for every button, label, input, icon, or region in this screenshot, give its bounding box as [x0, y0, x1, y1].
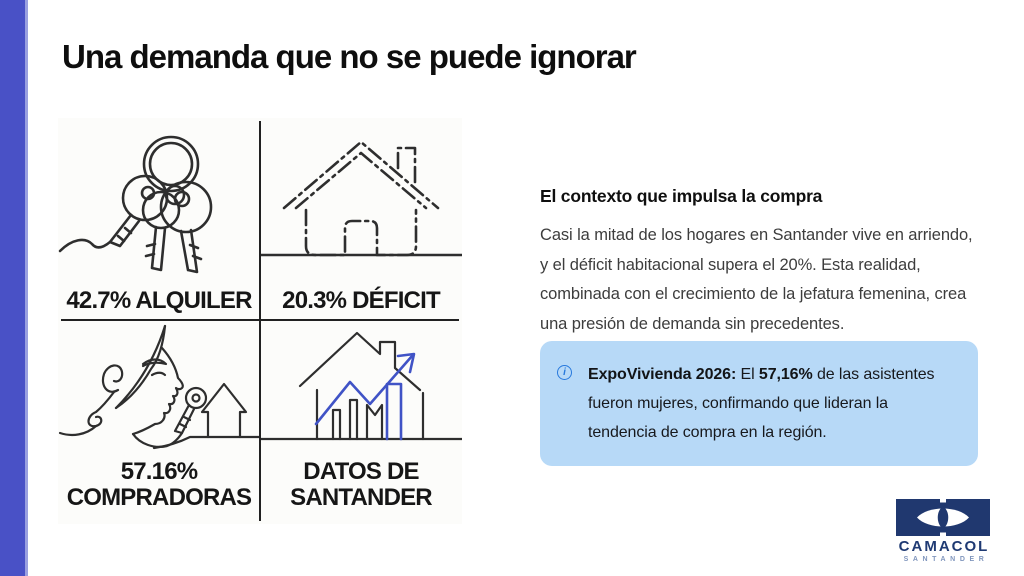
keys-icon: [58, 135, 213, 274]
camacol-logo-mark: [896, 499, 990, 536]
camacol-logo: CAMACOL SANTANDER: [896, 499, 992, 563]
info-icon: i: [557, 365, 572, 380]
callout-bold-stat: 57,16%: [758, 366, 813, 383]
stat-label-compradoras: 57.16% COMPRADORAS: [66, 458, 252, 511]
callout-text: ExpoVivienda 2026: El 57,16% de las asis…: [588, 366, 935, 441]
stat-label-alquiler: 42.7% ALQUILER: [66, 287, 252, 314]
dashed-house-icon: [260, 140, 462, 257]
stat-label-datos: DATOS DE SANTANDER: [290, 458, 432, 511]
grid-horizontal-divider: [61, 319, 459, 321]
grid-vertical-divider: [259, 121, 261, 521]
logo-name: CAMACOL: [898, 538, 990, 555]
house-growth-icon: [260, 331, 462, 441]
stat-label-deficit: 20.3% DÉFICIT: [282, 287, 440, 314]
page-title: Una demanda que no se puede ignorar: [62, 38, 637, 75]
quadrant-alquiler: 42.7% ALQUILER: [58, 118, 260, 320]
woman-buyer-icon: [58, 324, 260, 450]
body-paragraph: Casi la mitad de los hogares en Santande…: [540, 226, 973, 333]
infographic-grid: 42.7% ALQUILER 20.3% DÉFICIT: [58, 118, 462, 524]
section-heading: El contexto que impulsa la compra: [540, 186, 823, 206]
accent-bar: [0, 0, 28, 576]
logo-subname: SANTANDER: [903, 556, 989, 563]
quadrant-compradoras: 57.16% COMPRADORAS: [58, 320, 260, 522]
callout-bold-title: ExpoVivienda 2026:: [588, 366, 737, 383]
quadrant-datos: DATOS DE SANTANDER: [260, 320, 462, 522]
info-callout: i ExpoVivienda 2026: El 57,16% de las as…: [540, 341, 978, 466]
quadrant-deficit: 20.3% DÉFICIT: [260, 118, 462, 320]
